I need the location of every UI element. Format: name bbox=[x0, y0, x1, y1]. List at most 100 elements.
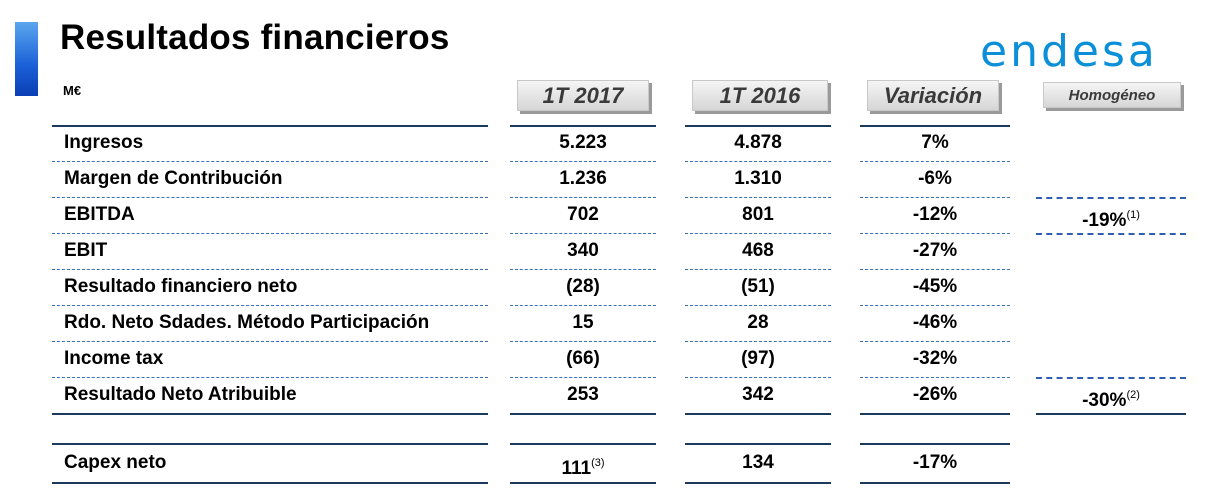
row-divider bbox=[510, 377, 656, 378]
row-divider bbox=[860, 269, 1010, 270]
row-label-text: Resultado Neto Atribuible bbox=[64, 384, 297, 405]
capex-1t2016: 134 bbox=[685, 447, 831, 479]
row-label-text: EBITDA bbox=[64, 204, 135, 225]
row-divider bbox=[860, 341, 1010, 342]
value-1t2016-text: (51) bbox=[741, 276, 775, 297]
value-variacion-text: -6% bbox=[918, 168, 952, 189]
value-variacion-text: -45% bbox=[912, 276, 958, 297]
row-label-text: Rdo. Neto Sdades. Método Participación bbox=[64, 312, 430, 333]
row-divider bbox=[685, 341, 831, 342]
value-1t2017-text: 253 bbox=[567, 384, 599, 405]
value-variacion: -46% bbox=[860, 307, 1010, 339]
table-top-rule bbox=[52, 125, 488, 127]
column-header-homogeneo: Homogéneo bbox=[1043, 82, 1181, 108]
value-1t2017-text: 340 bbox=[567, 240, 599, 261]
value-1t2016-text: 342 bbox=[742, 384, 774, 405]
capex-top-rule bbox=[685, 443, 831, 445]
value-homogeneo: -19%(1) bbox=[1036, 199, 1186, 231]
row-divider bbox=[52, 377, 488, 378]
value-1t2017: 5.223 bbox=[510, 127, 656, 159]
row-divider bbox=[52, 413, 488, 415]
row-divider bbox=[510, 233, 656, 234]
value-homogeneo: -30%(2) bbox=[1036, 379, 1186, 411]
table-top-rule bbox=[510, 125, 656, 127]
value-variacion-text: -12% bbox=[912, 204, 958, 225]
value-1t2016: 4.878 bbox=[685, 127, 831, 159]
row-label: Resultado financiero neto bbox=[64, 271, 297, 303]
row-divider bbox=[860, 161, 1010, 162]
column-header-variacion: Variación bbox=[867, 80, 999, 111]
value-variacion: -32% bbox=[860, 343, 1010, 375]
row-divider bbox=[52, 161, 488, 162]
row-divider bbox=[860, 305, 1010, 306]
value-variacion-text: -26% bbox=[912, 384, 958, 405]
value-1t2016-text: (97) bbox=[741, 348, 775, 369]
value-1t2016: 468 bbox=[685, 235, 831, 267]
column-header-1t2017: 1T 2017 bbox=[517, 80, 649, 111]
value-1t2016: (51) bbox=[685, 271, 831, 303]
row-divider bbox=[860, 197, 1010, 198]
endesa-logo: endesa bbox=[980, 26, 1158, 77]
value-variacion: -12% bbox=[860, 199, 1010, 231]
value-variacion-text: 7% bbox=[921, 132, 949, 153]
page-title: Resultados financieros bbox=[60, 18, 450, 57]
row-divider bbox=[52, 269, 488, 270]
value-1t2016-text: 1.310 bbox=[734, 168, 782, 189]
row-label-text: EBIT bbox=[64, 240, 108, 261]
row-divider bbox=[510, 305, 656, 306]
capex-bottom-rule bbox=[510, 482, 656, 484]
value-1t2016: 342 bbox=[685, 379, 831, 411]
homogeneo-top-rule bbox=[1036, 197, 1186, 199]
value-1t2017: 702 bbox=[510, 199, 656, 231]
row-divider bbox=[685, 269, 831, 270]
row-label-text: Margen de Contribución bbox=[64, 168, 283, 189]
capex-label-text: Capex neto bbox=[64, 452, 167, 473]
table-top-rule bbox=[860, 125, 1010, 127]
capex-top-rule bbox=[510, 443, 656, 445]
row-label: Income tax bbox=[64, 343, 163, 375]
row-divider bbox=[685, 305, 831, 306]
value-variacion: -6% bbox=[860, 163, 1010, 195]
capex-1t2016-text: 134 bbox=[742, 452, 774, 473]
value-1t2017-text: 1.236 bbox=[559, 168, 607, 189]
row-divider bbox=[52, 305, 488, 306]
homogeneo-top-rule bbox=[1036, 377, 1186, 379]
row-divider bbox=[510, 161, 656, 162]
row-label-text: Resultado financiero neto bbox=[64, 276, 298, 297]
capex-1t2017-text: 111 bbox=[561, 458, 592, 479]
value-1t2017-text: (66) bbox=[566, 348, 600, 369]
value-1t2016: (97) bbox=[685, 343, 831, 375]
row-label: EBITDA bbox=[64, 199, 135, 231]
unit-label: M€ bbox=[63, 83, 82, 98]
capex-1t2017: 111(3) bbox=[510, 447, 656, 479]
value-homogeneo-text: -19% bbox=[1082, 210, 1127, 231]
value-1t2016-text: 468 bbox=[742, 240, 774, 261]
value-1t2017-text: (28) bbox=[566, 276, 600, 297]
row-divider bbox=[860, 233, 1010, 234]
value-1t2017: (66) bbox=[510, 343, 656, 375]
row-divider bbox=[685, 413, 831, 415]
value-1t2016-text: 801 bbox=[742, 204, 774, 225]
row-divider bbox=[510, 341, 656, 342]
row-label: EBIT bbox=[64, 235, 107, 267]
value-1t2016-text: 4.878 bbox=[734, 132, 782, 153]
capex-top-rule bbox=[860, 443, 1010, 445]
value-1t2017: (28) bbox=[510, 271, 656, 303]
capex-variacion: -17% bbox=[860, 447, 1010, 479]
row-divider bbox=[52, 197, 488, 198]
value-1t2016: 801 bbox=[685, 199, 831, 231]
row-label: Ingresos bbox=[64, 127, 143, 159]
row-divider bbox=[510, 197, 656, 198]
row-divider bbox=[52, 233, 488, 234]
value-1t2016: 28 bbox=[685, 307, 831, 339]
capex-bottom-rule bbox=[860, 482, 1010, 484]
row-divider bbox=[685, 377, 831, 378]
capex-top-rule bbox=[52, 443, 488, 445]
value-1t2017-text: 702 bbox=[567, 204, 599, 225]
row-divider bbox=[860, 413, 1010, 415]
value-variacion: -45% bbox=[860, 271, 1010, 303]
homogeneo-bottom-rule bbox=[1036, 233, 1186, 235]
capex-bottom-rule bbox=[52, 482, 488, 484]
value-variacion-text: -32% bbox=[912, 348, 958, 369]
row-divider bbox=[860, 377, 1010, 378]
